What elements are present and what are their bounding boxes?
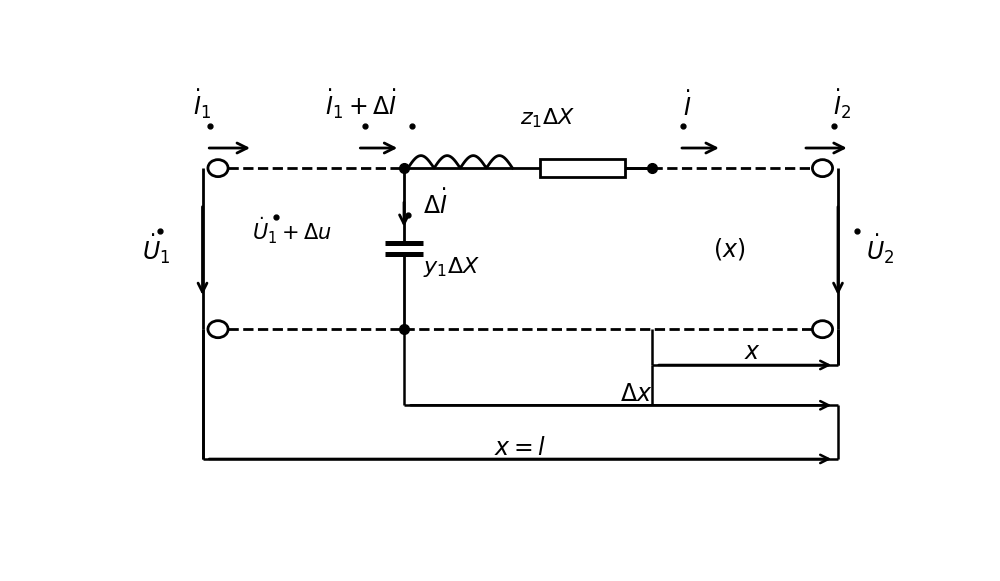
Ellipse shape [208, 321, 228, 338]
Text: $\Delta x$: $\Delta x$ [620, 382, 653, 406]
Ellipse shape [208, 160, 228, 177]
Text: $\dot{I}_1+\Delta\dot{I}$: $\dot{I}_1+\Delta\dot{I}$ [325, 87, 397, 121]
Ellipse shape [812, 321, 833, 338]
Text: $\dot{I}$: $\dot{I}$ [683, 91, 691, 121]
Bar [540, 159, 625, 177]
Text: $\dot{U}_1+\Delta u$: $\dot{U}_1+\Delta u$ [252, 216, 331, 246]
Text: $\dot{U}_1$: $\dot{U}_1$ [142, 232, 170, 266]
Text: $(x)$: $(x)$ [713, 236, 746, 261]
Text: $\dot{I}_1$: $\dot{I}_1$ [193, 87, 212, 121]
Text: $\dot{I}_2$: $\dot{I}_2$ [833, 87, 851, 121]
Text: $x$: $x$ [744, 339, 761, 364]
Text: $\dot{U}_2$: $\dot{U}_2$ [866, 232, 895, 266]
Text: $x=l$: $x=l$ [494, 436, 546, 460]
Text: $y_1\Delta X$: $y_1\Delta X$ [423, 254, 480, 278]
Text: $\Delta\dot{I}$: $\Delta\dot{I}$ [423, 189, 448, 219]
Ellipse shape [812, 160, 833, 177]
Text: $z_1\Delta X$: $z_1\Delta X$ [520, 106, 575, 130]
